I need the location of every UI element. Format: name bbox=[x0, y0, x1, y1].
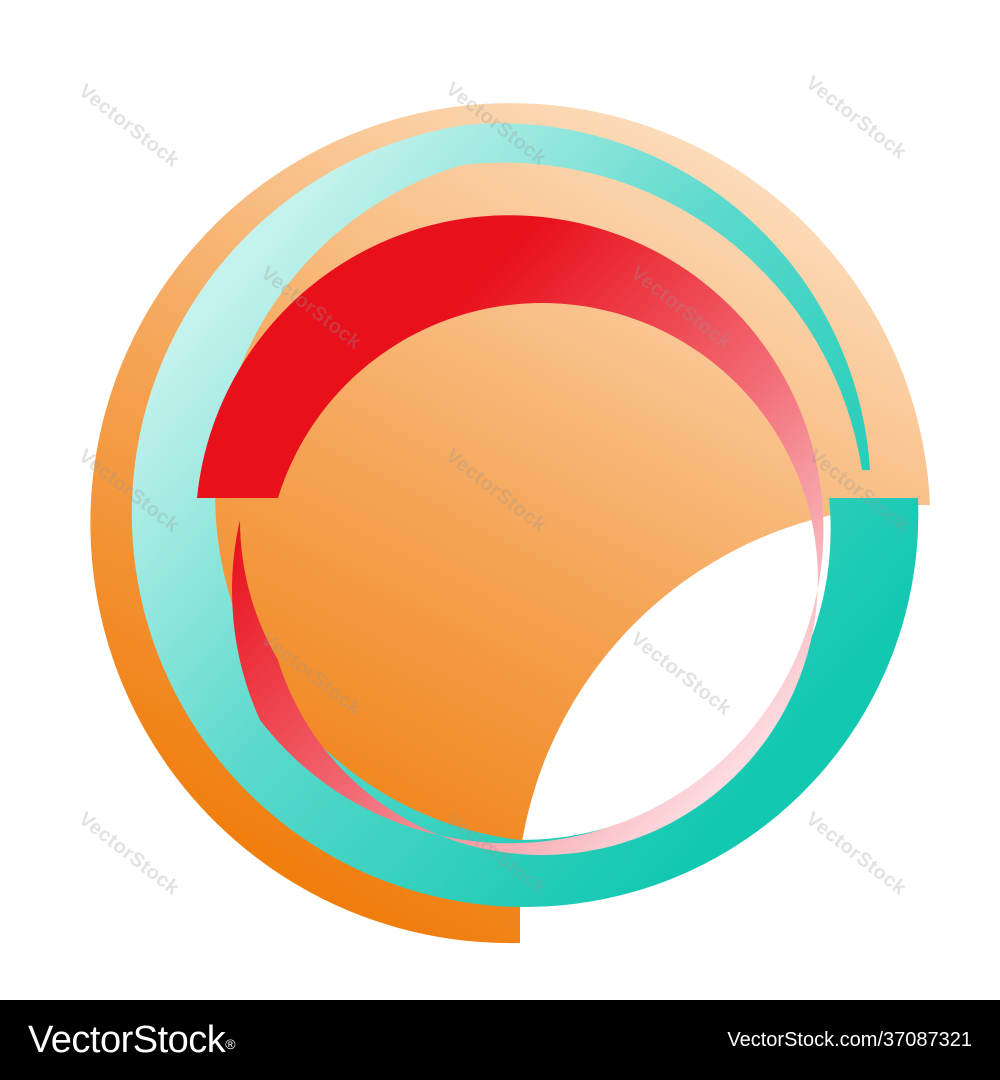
brand-name: VectorStock bbox=[28, 1019, 226, 1061]
brand-logo-text: VectorStock® bbox=[28, 1014, 236, 1066]
footer-bar: VectorStock® VectorStock.com/37087321 bbox=[0, 1000, 1000, 1080]
red-ring-segment bbox=[197, 215, 824, 856]
stock-id-link[interactable]: VectorStock.com/37087321 bbox=[727, 1029, 972, 1051]
registered-mark: ® bbox=[225, 1036, 236, 1052]
concentric-rings-logo-icon bbox=[90, 103, 930, 944]
